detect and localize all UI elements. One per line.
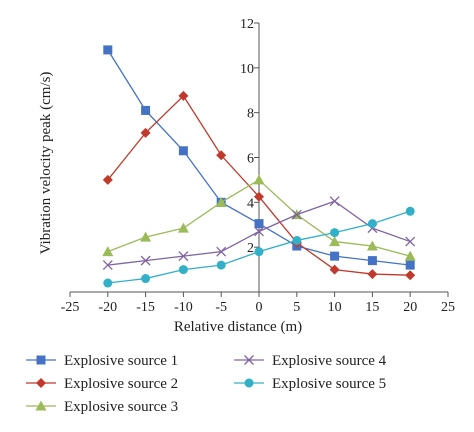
data-point — [330, 228, 340, 238]
legend-item-2: Explosive source 2 — [26, 376, 178, 392]
data-point — [254, 219, 264, 229]
data-point — [178, 90, 189, 101]
data-point — [330, 251, 340, 261]
legend-marker — [36, 355, 46, 365]
legend-marker — [35, 400, 47, 411]
data-point — [141, 105, 151, 115]
legend-item-5: Explosive source 5 — [234, 376, 386, 392]
data-point — [254, 191, 264, 202]
y-tick-label: 6 — [247, 152, 254, 167]
legend-label: Explosive source 5 — [272, 376, 386, 392]
data-point — [140, 231, 152, 242]
data-point — [140, 127, 151, 138]
legend-label: Explosive source 3 — [64, 399, 178, 415]
x-tick-label: 20 — [403, 300, 417, 315]
y-tick-label: 4 — [247, 196, 254, 211]
x-tick-label: 5 — [293, 300, 300, 315]
data-point — [405, 206, 415, 216]
data-point — [102, 260, 113, 271]
data-point — [178, 265, 188, 275]
legend-item-1: Explosive source 1 — [26, 353, 178, 369]
legend-item-3: Explosive source 3 — [26, 399, 178, 415]
x-tick-label: 25 — [441, 300, 455, 315]
data-point — [367, 219, 377, 229]
data-point — [404, 250, 416, 261]
y-tick-label: 12 — [240, 17, 254, 32]
legend-marker — [244, 355, 254, 365]
x-tick-label: -25 — [61, 300, 80, 315]
x-tick-label: -20 — [98, 300, 117, 315]
data-point — [102, 174, 113, 185]
data-point — [405, 236, 416, 247]
y-tick-label: 2 — [247, 241, 254, 256]
x-axis-title: Relative distance (m) — [174, 319, 302, 335]
x-tick-label: -5 — [215, 300, 227, 315]
data-point — [140, 255, 151, 266]
data-point — [216, 260, 226, 270]
data-point — [329, 264, 340, 275]
data-point — [254, 226, 264, 237]
y-tick-label: 10 — [240, 62, 254, 77]
y-axis-title: Vibration velocity peak (cm/s) — [38, 72, 54, 255]
data-point — [254, 247, 264, 257]
x-tick-label: 0 — [256, 300, 263, 315]
data-point — [102, 246, 114, 257]
series-group — [102, 45, 416, 288]
legend-label: Explosive source 1 — [64, 353, 178, 369]
data-point — [178, 146, 188, 156]
x-tick-labels: -25 -20 -15 -10 -5 0 5 10 15 20 25 — [61, 292, 455, 315]
data-point — [366, 240, 378, 251]
data-point — [178, 251, 189, 262]
data-point — [405, 270, 416, 281]
data-point — [216, 150, 227, 161]
legend-item-4: Explosive source 4 — [234, 353, 387, 369]
y-tick-labels: 2 4 6 8 10 12 — [240, 17, 259, 293]
x-tick-label: 15 — [365, 300, 379, 315]
data-point — [292, 235, 302, 245]
data-point — [177, 222, 189, 233]
data-point — [253, 174, 265, 185]
legend: Explosive source 1 Explosive source 2 Expl… — [26, 353, 387, 415]
legend-marker — [244, 378, 254, 388]
legend-label: Explosive source 2 — [64, 376, 178, 392]
data-point — [215, 196, 227, 207]
series-5 — [103, 206, 415, 288]
data-point — [329, 236, 341, 247]
data-point — [103, 278, 113, 288]
data-point — [103, 45, 113, 55]
legend-label: Explosive source 4 — [272, 353, 387, 369]
x-tick-label: -10 — [174, 300, 193, 315]
y-tick-label: 8 — [247, 107, 254, 122]
data-point — [405, 260, 415, 270]
data-point — [216, 246, 227, 257]
data-point — [141, 274, 151, 284]
data-point — [367, 256, 377, 266]
x-tick-label: 10 — [328, 300, 342, 315]
legend-marker — [36, 378, 46, 388]
data-point — [367, 269, 378, 280]
x-tick-label: -15 — [136, 300, 155, 315]
data-point — [291, 209, 302, 220]
data-point — [329, 196, 340, 207]
